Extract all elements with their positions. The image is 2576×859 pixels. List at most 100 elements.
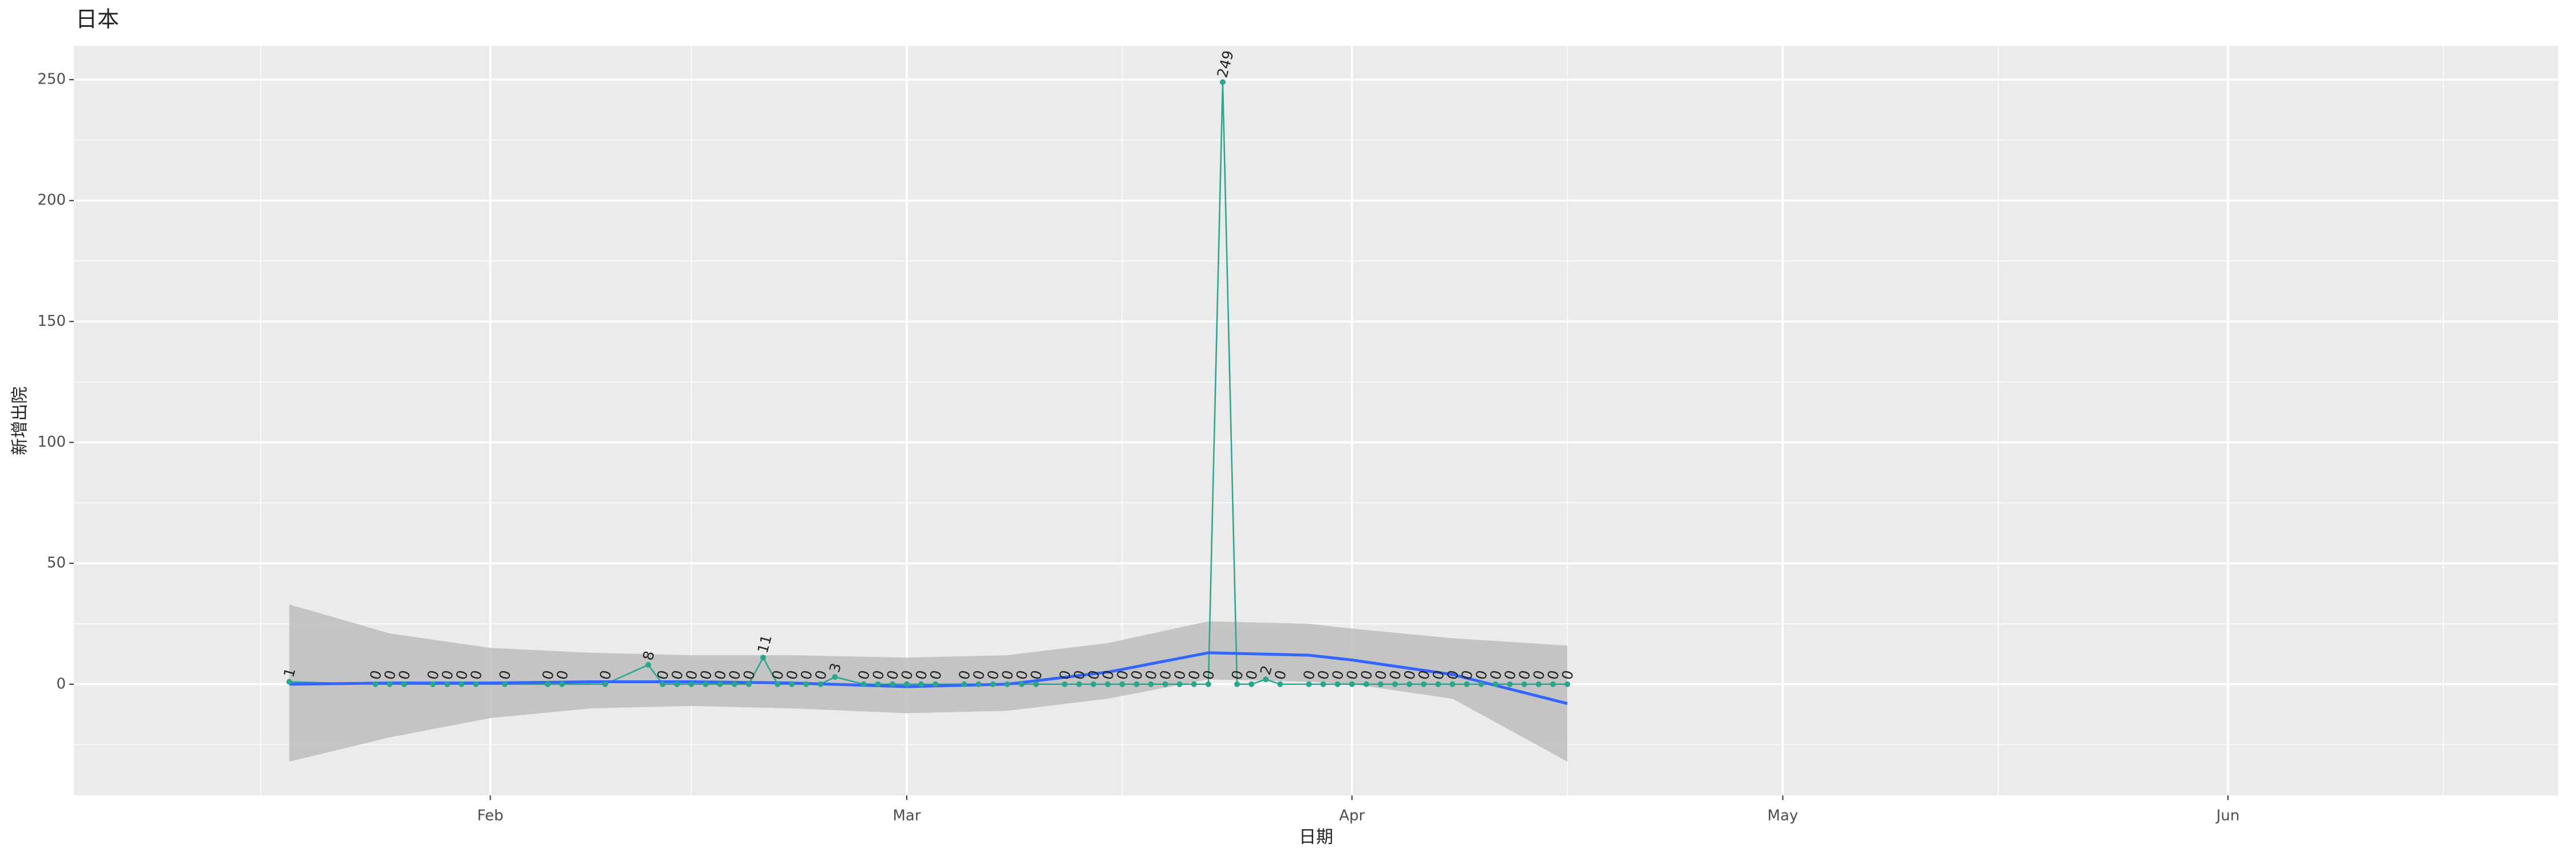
data-label: 0 <box>1013 668 1031 681</box>
data-label: 0 <box>1343 668 1361 681</box>
data-point <box>803 681 809 687</box>
data-label: 0 <box>668 668 686 681</box>
data-point <box>1091 681 1097 687</box>
y-tick-label: 150 <box>37 313 66 330</box>
y-tick-label: 250 <box>37 71 66 88</box>
x-tick-label: Mar <box>892 807 920 825</box>
data-label: 0 <box>1300 668 1318 681</box>
data-point <box>1061 681 1068 687</box>
y-axis-label: 新增出院 <box>10 387 30 455</box>
data-point <box>1377 681 1384 687</box>
data-label: 0 <box>783 668 801 681</box>
data-label: 0 <box>1228 668 1247 681</box>
data-label: 0 <box>1099 668 1117 681</box>
data-label: 0 <box>1056 668 1074 681</box>
data-label: 0 <box>1487 668 1505 681</box>
data-point <box>430 681 436 687</box>
chart-title: 日本 <box>76 7 119 32</box>
data-point <box>1133 681 1140 687</box>
data-label: 0 <box>1171 668 1189 681</box>
data-label: 0 <box>1185 668 1203 681</box>
data-label: 0 <box>970 668 988 681</box>
data-label: 0 <box>366 668 385 681</box>
data-label: 3 <box>826 661 844 675</box>
data-label: 0 <box>381 668 399 681</box>
data-point <box>817 681 824 687</box>
data-point <box>1205 681 1211 687</box>
data-point <box>1219 79 1226 85</box>
data-point <box>1464 681 1470 687</box>
data-point <box>832 674 838 680</box>
data-point <box>1492 681 1499 687</box>
data-point <box>918 681 924 687</box>
data-label: 1 <box>280 666 299 679</box>
data-point <box>1449 681 1456 687</box>
data-label: 0 <box>1415 668 1433 681</box>
data-point <box>1478 681 1484 687</box>
x-tick-label: May <box>1767 807 1798 825</box>
data-label: 0 <box>438 668 457 681</box>
data-label: 0 <box>1444 668 1462 681</box>
data-point <box>1105 681 1111 687</box>
x-axis-label: 日期 <box>1299 828 1333 848</box>
data-label: 0 <box>1142 668 1160 681</box>
data-point <box>559 681 565 687</box>
data-point <box>1349 681 1355 687</box>
data-point <box>1507 681 1513 687</box>
data-label: 0 <box>1329 668 1347 681</box>
data-label: 0 <box>1070 668 1089 681</box>
data-label: 8 <box>639 649 658 662</box>
data-label: 2 <box>1257 664 1275 677</box>
data-point <box>1176 681 1183 687</box>
x-tick-label: Jun <box>2215 807 2240 825</box>
data-point <box>459 681 465 687</box>
data-point <box>717 681 723 687</box>
data-point <box>1277 681 1283 687</box>
data-label: 0 <box>1544 668 1562 681</box>
data-point <box>1521 681 1527 687</box>
data-point <box>286 679 293 685</box>
y-tick-label: 200 <box>37 192 66 209</box>
data-point <box>760 655 767 661</box>
data-label: 0 <box>1559 668 1577 681</box>
data-label: 0 <box>1429 668 1448 681</box>
y-tick-label: 100 <box>37 434 66 451</box>
data-point <box>473 681 479 687</box>
data-label: 0 <box>984 668 1002 681</box>
data-label: 0 <box>740 668 758 681</box>
data-point <box>1004 681 1010 687</box>
data-label: 0 <box>682 668 701 681</box>
y-tick-label: 0 <box>56 675 66 692</box>
data-label: 0 <box>596 668 615 681</box>
data-label: 0 <box>1199 668 1218 681</box>
data-label: 0 <box>453 668 471 681</box>
y-tick-label: 50 <box>47 554 66 572</box>
data-label: 0 <box>496 668 514 681</box>
data-label: 0 <box>711 668 729 681</box>
data-point <box>386 681 393 687</box>
data-label: 0 <box>1314 668 1333 681</box>
data-point <box>904 681 910 687</box>
data-point <box>1148 681 1154 687</box>
data-label: 0 <box>797 668 816 681</box>
data-point <box>990 681 996 687</box>
data-point <box>645 661 651 668</box>
data-point <box>1018 681 1025 687</box>
data-point <box>1564 681 1571 687</box>
data-label: 0 <box>898 668 916 681</box>
data-point <box>961 681 967 687</box>
data-label: 0 <box>396 668 414 681</box>
data-label: 0 <box>726 668 744 681</box>
data-label: 0 <box>1243 668 1261 681</box>
data-point <box>501 681 508 687</box>
data-point <box>1334 681 1341 687</box>
data-point <box>789 681 795 687</box>
data-label: 0 <box>869 668 887 681</box>
data-label: 0 <box>697 668 715 681</box>
x-tick-label: Feb <box>477 807 503 825</box>
data-point <box>1162 681 1168 687</box>
data-label: 0 <box>1472 668 1491 681</box>
data-point <box>674 681 680 687</box>
data-point <box>1435 681 1441 687</box>
data-label: 0 <box>1357 668 1376 681</box>
